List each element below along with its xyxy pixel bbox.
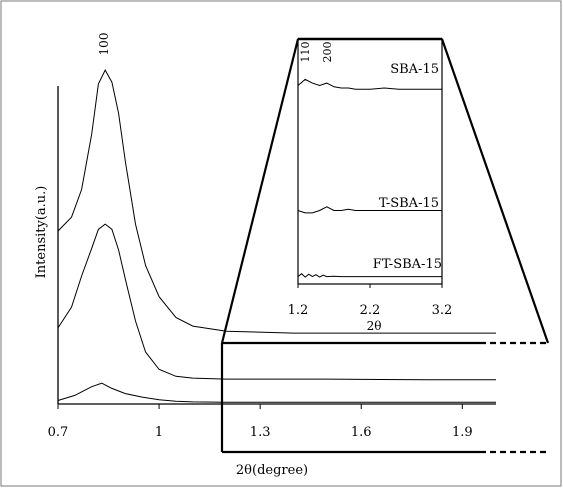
zoom-connector-right xyxy=(440,38,550,344)
inset-series-label-0: SBA-15 xyxy=(390,62,439,77)
x-tick-label-0: 0.7 xyxy=(48,425,69,440)
x-tick-label-3: 1.6 xyxy=(351,425,372,440)
x-tick-label-1: 1 xyxy=(155,425,163,440)
inset-x-tick-label-1: 2.2 xyxy=(360,303,381,318)
series-line-2 xyxy=(57,382,496,403)
main-plot: 0.7 1 1.3 1.6 1.9 100 2θ(degree) Intensity(a.u.… xyxy=(34,33,496,478)
series-line-1 xyxy=(57,223,496,381)
inset-peak-label-200: 200 xyxy=(321,42,334,63)
inset-series-line-1 xyxy=(297,206,442,214)
inset-x-tick-label-2: 3.2 xyxy=(432,303,453,318)
inset-series-line-2 xyxy=(297,273,442,278)
inset-x-axis-title: 2θ xyxy=(367,319,382,333)
zoom-lines xyxy=(220,38,550,454)
inset-plot: 1.2 2.2 3.2 2θ SBA-15 T-SBA-15 FT-SBA-15 110 200 xyxy=(288,37,453,333)
peak-label-100: 100 xyxy=(97,33,111,56)
inset-series-label-2: FT-SBA-15 xyxy=(373,257,442,272)
y-axis-title: Intensity(a.u.) xyxy=(34,186,49,279)
series-line-0 xyxy=(57,69,496,334)
inset-series-line-0 xyxy=(297,78,442,90)
inset-x-tick-label-0: 1.2 xyxy=(288,303,309,318)
inset-series-label-1: T-SBA-15 xyxy=(379,196,439,211)
x-tick-label-4: 1.9 xyxy=(452,425,473,440)
zoom-connector-left xyxy=(220,38,300,344)
x-axis-title: 2θ(degree) xyxy=(236,463,308,478)
inset-peak-label-110: 110 xyxy=(299,42,312,63)
x-tick-label-2: 1.3 xyxy=(250,425,271,440)
